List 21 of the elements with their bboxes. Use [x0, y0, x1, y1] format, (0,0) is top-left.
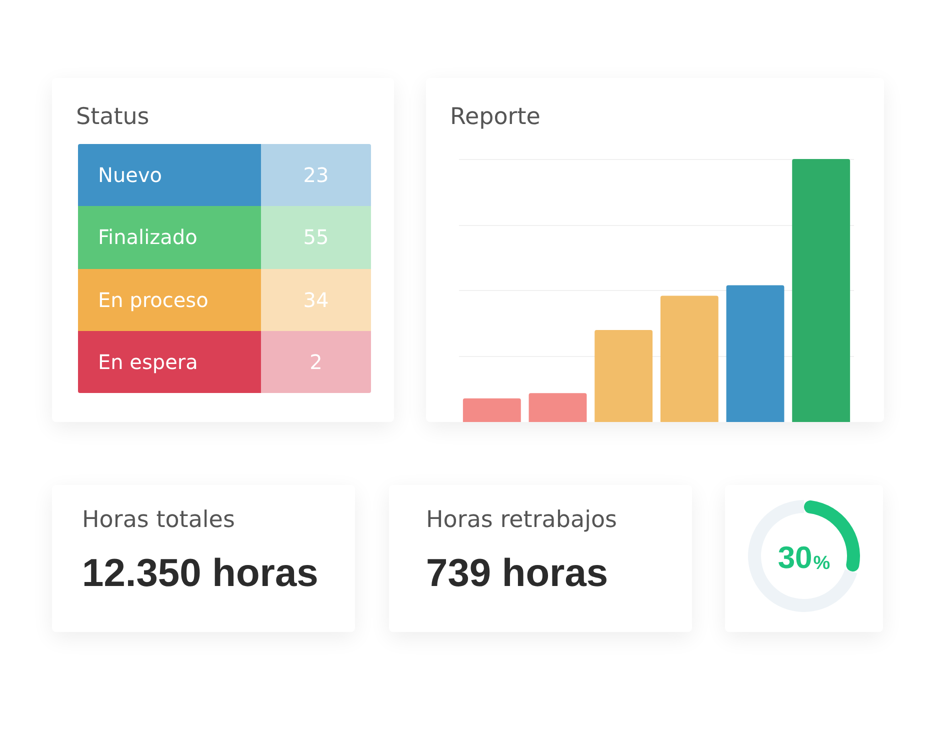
- bar: [594, 330, 653, 422]
- text: Horas totales: [82, 506, 235, 534]
- text: 30%: [778, 540, 830, 575]
- text: 739 horas: [426, 552, 608, 596]
- category-label: Finalizado: [98, 225, 198, 250]
- text: 12.350 horas: [82, 552, 318, 596]
- data-label: 2: [310, 350, 322, 374]
- bar: [660, 296, 718, 422]
- category-label: Nuevo: [98, 163, 162, 188]
- bar: [462, 398, 521, 422]
- bar: [792, 159, 850, 422]
- category-label: En espera: [98, 350, 198, 374]
- category-label: En proceso: [98, 288, 208, 312]
- chart-title: Reporte: [450, 103, 540, 131]
- text: Status: [76, 103, 150, 131]
- bar: [726, 285, 784, 422]
- data-label: 55: [303, 225, 329, 250]
- bar: [528, 393, 587, 422]
- data-label: 34: [303, 288, 329, 312]
- text: Horas retrabajos: [426, 506, 618, 534]
- data-label: 23: [303, 163, 329, 188]
